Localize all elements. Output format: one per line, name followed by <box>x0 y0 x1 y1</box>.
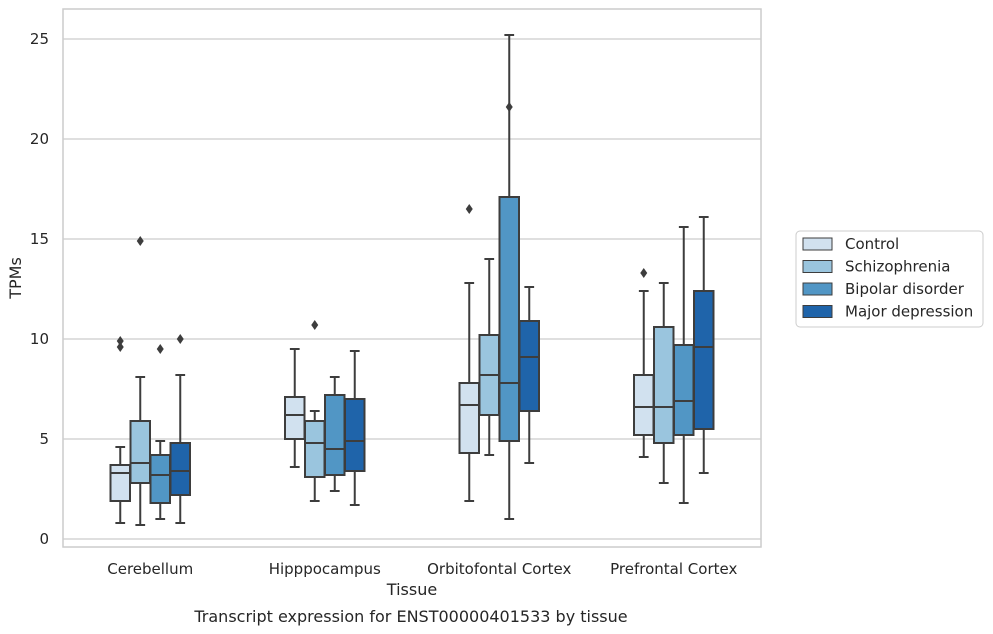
chart-caption: Transcript expression for ENST0000040153… <box>193 607 627 626</box>
box-major-depression <box>344 350 366 506</box>
box-iqr <box>498 196 520 442</box>
y-tick-label: 25 <box>30 30 49 48</box>
box-iqr <box>344 398 366 472</box>
box-bipolar-disorder <box>498 34 520 520</box>
outlier-point <box>116 342 124 352</box>
x-tick-label: Hipppocampus <box>269 560 381 578</box>
y-tick-label: 20 <box>30 130 49 148</box>
box-major-depression <box>169 334 191 524</box>
legend-swatch <box>802 282 833 296</box>
box-major-depression <box>693 216 715 474</box>
box-schizophrenia <box>653 282 675 484</box>
legend-swatch <box>802 305 833 318</box>
box-iqr <box>149 454 171 504</box>
outlier-point <box>505 102 513 112</box>
y-tick-labels: 0 5 10 15 20 25 <box>30 30 49 548</box>
outlier-point <box>156 344 164 354</box>
x-tick-label: Prefrontal Cortex <box>610 560 737 578</box>
outlier-point <box>640 268 648 278</box>
box-iqr <box>284 396 306 440</box>
x-tick-label: Orbitofontal Cortex <box>427 560 571 578</box>
box-schizophrenia <box>304 320 326 502</box>
box-iqr <box>673 344 695 436</box>
box-schizophrenia <box>129 236 151 526</box>
outlier-point <box>116 336 124 346</box>
outlier-point <box>465 204 473 214</box>
legend-label: Bipolar disorder <box>845 280 965 298</box>
box-control <box>458 204 480 502</box>
box-iqr <box>169 442 191 496</box>
legend-swatch <box>802 237 833 251</box>
legend-label: Schizophrenia <box>845 258 950 276</box>
box-schizophrenia <box>478 258 500 456</box>
box-major-depression <box>518 286 540 464</box>
y-tick-label: 15 <box>30 230 49 248</box>
box-bipolar-disorder <box>149 344 171 520</box>
y-tick-label: 0 <box>39 530 49 548</box>
box-control <box>633 268 655 458</box>
box-iqr <box>653 326 675 444</box>
outlier-point <box>136 236 144 246</box>
box-groups <box>109 34 715 526</box>
legend-label: Major depression <box>845 303 973 321</box>
box-iqr <box>518 320 540 412</box>
x-tick-labels: Cerebellum Hipppocampus Orbitofontal Corte… <box>107 560 737 578</box>
box-iqr <box>109 464 131 502</box>
box-bipolar-disorder <box>673 226 695 504</box>
legend: Control Schizophrenia Bipolar disorder Majo… <box>795 230 984 328</box>
box-control <box>284 348 306 468</box>
box-iqr <box>458 382 480 454</box>
box-iqr <box>304 420 326 478</box>
box-iqr <box>633 374 655 436</box>
outlier-point <box>311 320 319 330</box>
y-tick-label: 5 <box>39 430 49 448</box>
legend-label: Control <box>845 235 899 253</box>
outlier-point <box>176 334 184 344</box>
x-axis-label: Tissue <box>386 580 437 599</box>
y-axis-label: TPMs <box>6 257 25 300</box>
box-iqr <box>693 290 715 430</box>
y-tick-label: 10 <box>30 330 49 348</box>
box-iqr <box>129 420 151 484</box>
x-tick-label: Cerebellum <box>107 560 193 578</box>
box-bipolar-disorder <box>324 376 346 492</box>
box-iqr <box>324 394 346 476</box>
plot-frame <box>62 8 762 548</box>
box-control <box>109 336 131 524</box>
legend-frame <box>795 230 984 328</box>
legend-swatch <box>802 260 833 273</box>
